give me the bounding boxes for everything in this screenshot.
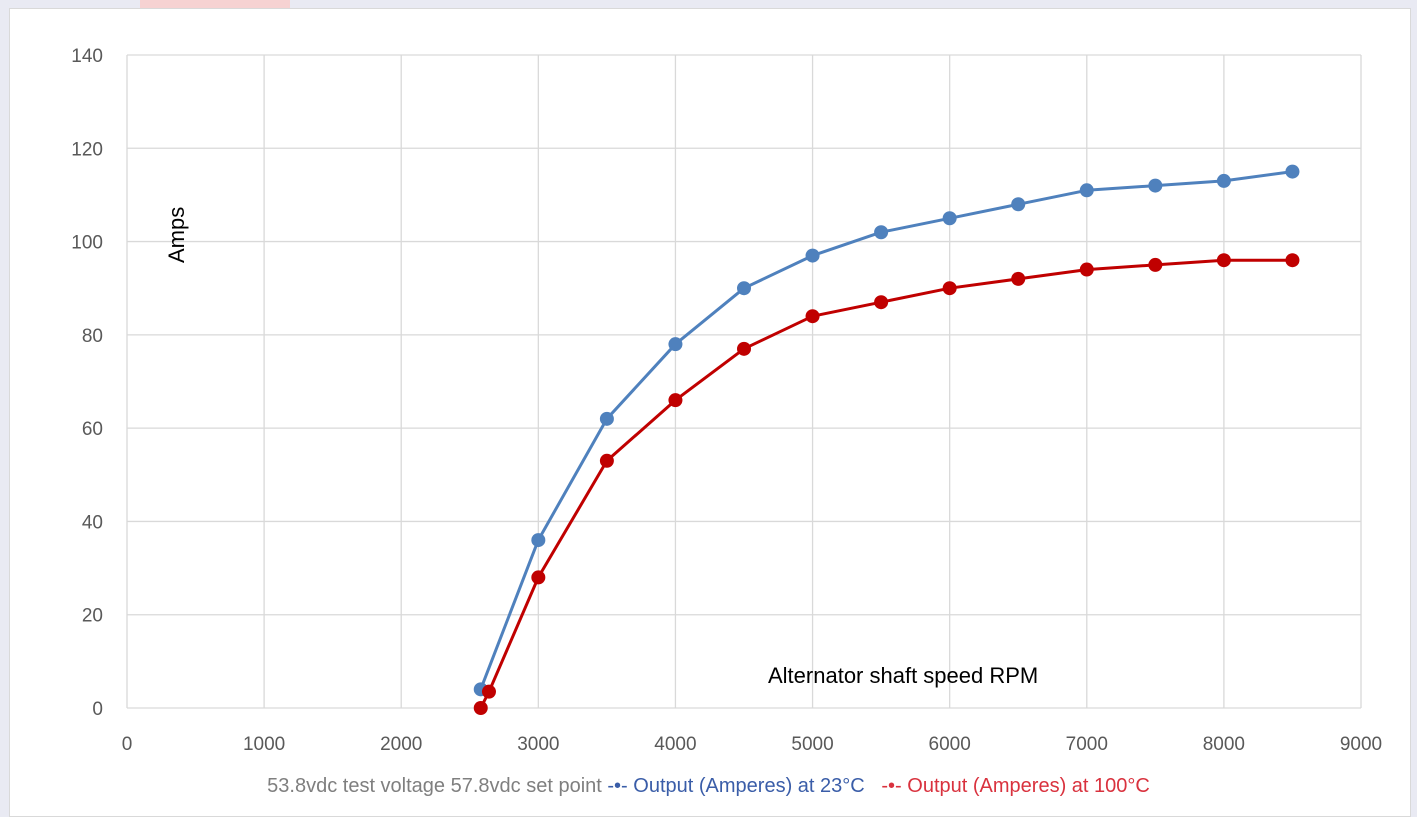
x-tick-label: 8000 [1203, 734, 1245, 755]
y-tick-label: 60 [82, 419, 103, 440]
legend: 53.8vdc test voltage 57.8vdc set point -… [0, 775, 1417, 798]
data-point [805, 248, 820, 263]
data-point [737, 281, 751, 296]
data-point [531, 570, 546, 585]
y-axis-label: Amps [164, 207, 189, 263]
top-accent-bar [140, 0, 290, 8]
data-point [874, 295, 889, 310]
data-point [1079, 183, 1094, 198]
y-tick-label: 40 [82, 512, 103, 533]
x-tick-label: 0 [122, 734, 133, 755]
data-point [599, 411, 614, 426]
data-point [1216, 253, 1231, 268]
series-line [479, 170, 1293, 690]
legend-marker-23c: -•- [607, 775, 628, 797]
y-tick-label: 80 [82, 326, 103, 347]
data-point [942, 281, 957, 296]
data-point [1148, 178, 1163, 193]
data-point [1285, 253, 1300, 268]
y-tick-label: 20 [82, 606, 103, 627]
data-point [668, 337, 683, 352]
x-axis-label: Alternator shaft speed RPM [768, 663, 1038, 688]
legend-entry-100c: Output (Amperes) at 100°C [907, 775, 1150, 797]
x-tick-labels: 0 1000 2000 3000 4000 5000 6000 7000 8000 9000 [122, 734, 1382, 755]
data-point [1285, 164, 1300, 179]
series-line [479, 258, 1293, 709]
data-point [1148, 257, 1163, 272]
series-0 [473, 164, 1300, 697]
data-point [668, 393, 683, 408]
data-point [942, 211, 957, 226]
data-point [874, 225, 889, 240]
y-tick-labels: 0 20 40 60 80 100 120 140 [71, 46, 103, 720]
x-tick-label: 4000 [654, 734, 696, 755]
data-point [737, 341, 751, 356]
data-point [1011, 271, 1026, 286]
data-point [473, 701, 488, 715]
x-tick-label: 2000 [380, 734, 422, 755]
legend-marker-100c: -•- [881, 775, 902, 797]
x-tick-label: 7000 [1066, 734, 1108, 755]
data-point [481, 684, 496, 699]
y-tick-label: 100 [71, 233, 103, 254]
data-point [1216, 173, 1231, 188]
x-tick-label: 9000 [1340, 734, 1382, 755]
data-point [1079, 262, 1094, 277]
data-point [531, 533, 546, 548]
x-tick-label: 5000 [791, 734, 833, 755]
data-point [599, 453, 614, 468]
x-tick-label: 3000 [517, 734, 559, 755]
y-tick-label: 140 [71, 46, 103, 67]
legend-entry-23c: Output (Amperes) at 23°C [633, 775, 865, 797]
y-tick-label: 120 [71, 139, 103, 160]
chart-panel [9, 8, 1411, 817]
x-tick-label: 1000 [243, 734, 285, 755]
series-1 [473, 253, 1300, 715]
data-point [1011, 197, 1026, 212]
gridlines [126, 54, 1362, 709]
data-point [805, 309, 820, 324]
x-tick-label: 6000 [929, 734, 971, 755]
series-layer [473, 164, 1300, 715]
legend-note: 53.8vdc test voltage 57.8vdc set point [267, 775, 602, 797]
y-tick-label: 0 [92, 699, 103, 720]
